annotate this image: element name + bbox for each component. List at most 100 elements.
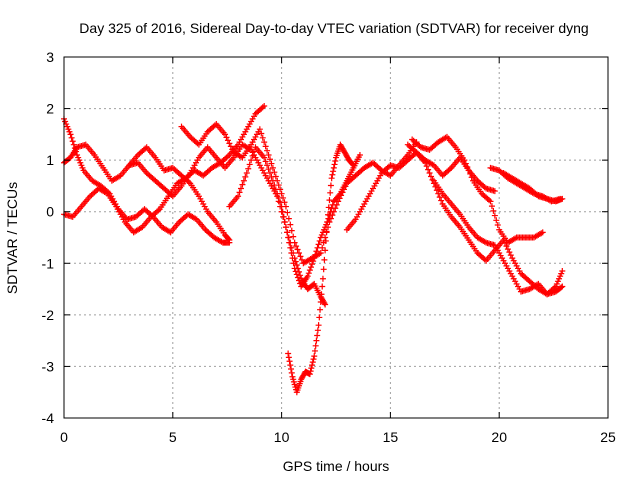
- data-point: [487, 198, 494, 205]
- data-point-interp: [249, 152, 256, 159]
- data-point-interp: [349, 161, 356, 168]
- data-point-interp: [328, 205, 335, 212]
- data-point: [559, 283, 566, 290]
- data-point: [261, 102, 268, 109]
- y-tick-label: -1: [42, 255, 55, 271]
- data-point: [491, 188, 498, 195]
- data-point: [350, 162, 357, 169]
- data-point: [285, 350, 292, 357]
- data-point-interp: [294, 274, 301, 281]
- data-point: [306, 371, 313, 378]
- data-point-interp: [327, 182, 334, 189]
- data-point-interp: [321, 256, 328, 263]
- series-arc7: [285, 141, 357, 396]
- data-point-interp: [504, 246, 511, 253]
- data-point-interp: [281, 219, 288, 226]
- data-point: [269, 177, 276, 184]
- data-point-interp: [315, 241, 322, 248]
- data-point-interp: [312, 251, 319, 258]
- data-point-interp: [279, 208, 286, 215]
- data-point-interp: [321, 300, 328, 307]
- data-point-interp: [425, 166, 432, 173]
- data-point: [265, 151, 272, 158]
- data-point: [67, 131, 74, 138]
- data-point: [317, 249, 324, 256]
- data-point-interp: [330, 164, 337, 171]
- data-point-interp: [318, 291, 325, 298]
- data-point-interp: [311, 347, 318, 354]
- y-tick-label: -3: [42, 358, 55, 374]
- data-point-interp: [70, 141, 77, 148]
- data-point: [222, 131, 229, 138]
- data-point-interp: [248, 157, 255, 164]
- data-point: [559, 268, 566, 275]
- series-arc6: [226, 144, 363, 290]
- data-point-interp: [268, 160, 275, 167]
- data-point-interp: [277, 199, 284, 206]
- data-point-interp: [236, 189, 243, 196]
- data-point-interp: [240, 177, 247, 184]
- data-point: [322, 301, 329, 308]
- data-point-interp: [319, 283, 326, 290]
- series-arc10: [409, 133, 546, 246]
- x-tick-label: 10: [274, 429, 290, 445]
- data-point-interp: [266, 156, 273, 163]
- data-point-interp: [494, 222, 501, 229]
- data-point-interp: [266, 170, 273, 177]
- data-point-interp: [290, 260, 297, 267]
- data-point-interp: [287, 221, 294, 228]
- data-point-interp: [313, 337, 320, 344]
- data-point-interp: [288, 249, 295, 256]
- data-point-interp: [313, 248, 320, 255]
- data-point-interp: [288, 366, 295, 373]
- data-point-interp: [271, 182, 278, 189]
- data-point-interp: [262, 158, 269, 165]
- data-point-interp: [286, 358, 293, 365]
- data-point-interp: [310, 258, 317, 265]
- series-arc5: [178, 121, 420, 267]
- data-point-interp: [262, 143, 269, 150]
- series-arc3: [61, 115, 233, 246]
- data-point-interp: [307, 264, 314, 271]
- data-point-interp: [325, 211, 332, 218]
- data-point-interp: [314, 244, 321, 251]
- data-point-interp: [289, 255, 296, 262]
- data-point-interp: [290, 233, 297, 240]
- data-point-interp: [314, 327, 321, 334]
- series-arc8: [343, 149, 498, 233]
- data-point-interp: [297, 253, 304, 260]
- data-point-interp: [308, 365, 315, 372]
- data-point-interp: [69, 138, 76, 145]
- data-point-interp: [488, 203, 495, 210]
- x-tick-label: 25: [600, 429, 616, 445]
- x-axis-label: GPS time / hours: [283, 458, 390, 474]
- data-point: [461, 157, 468, 164]
- axes-ticks: 0 5 10 15 20 25 -4 -3 -2 -1 0 1 2 3: [42, 49, 616, 445]
- data-point-interp: [312, 342, 319, 349]
- data-point-interp: [329, 171, 336, 178]
- data-point: [559, 195, 566, 202]
- data-point: [539, 229, 546, 236]
- data-point-interp: [309, 261, 316, 268]
- data-point-interp: [468, 174, 475, 181]
- plot-frame: [63, 56, 609, 419]
- data-point-interp: [320, 266, 327, 273]
- data-point-interp: [506, 249, 513, 256]
- data-point-interp: [271, 169, 278, 176]
- series-arc9: [404, 141, 566, 298]
- y-tick-label: 0: [46, 204, 54, 220]
- data-point-interp: [72, 148, 79, 155]
- data-point: [261, 154, 268, 161]
- data-point-interp: [293, 243, 300, 250]
- y-tick-label: 2: [46, 101, 54, 117]
- data-point-interp: [317, 306, 324, 313]
- data-point: [243, 170, 250, 177]
- data-point-interp: [490, 207, 497, 214]
- data-point-interp: [226, 140, 233, 147]
- data-point: [311, 255, 318, 262]
- data-point: [356, 151, 363, 158]
- data-point-interp: [317, 298, 324, 305]
- data-point-interp: [305, 270, 312, 277]
- data-point-interp: [307, 368, 314, 375]
